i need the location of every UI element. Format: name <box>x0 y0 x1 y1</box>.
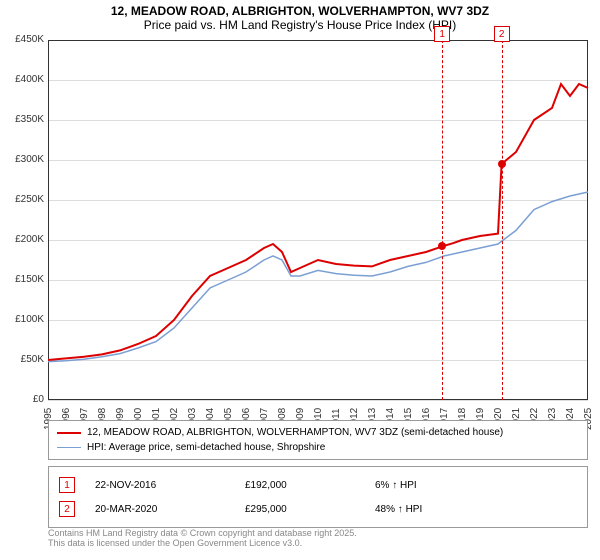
marker-dot-1 <box>438 242 446 250</box>
marker-vline-2 <box>502 40 503 400</box>
series-line-price_paid <box>48 84 588 360</box>
marker-table-price: £192,000 <box>245 480 355 491</box>
legend-swatch-price-paid <box>57 432 81 434</box>
legend: 12, MEADOW ROAD, ALBRIGHTON, WOLVERHAMPT… <box>48 420 588 460</box>
legend-swatch-hpi <box>57 447 81 449</box>
legend-label-hpi: HPI: Average price, semi-detached house,… <box>87 442 325 453</box>
attribution-line2: This data is licensed under the Open Gov… <box>48 538 357 548</box>
marker-dot-2 <box>498 160 506 168</box>
marker-table-row: 1 22-NOV-2016 £192,000 6% ↑ HPI <box>59 473 577 497</box>
attribution-line1: Contains HM Land Registry data © Crown c… <box>48 528 357 538</box>
marker-table: 1 22-NOV-2016 £192,000 6% ↑ HPI 2 20-MAR-2020… <box>48 466 588 528</box>
marker-table-delta: 48% ↑ HPI <box>375 504 422 515</box>
marker-table-delta: 6% ↑ HPI <box>375 480 417 491</box>
marker-table-price: £295,000 <box>245 504 355 515</box>
marker-table-date: 20-MAR-2020 <box>95 504 225 515</box>
marker-box-2: 2 <box>494 26 510 42</box>
legend-item-hpi: HPI: Average price, semi-detached house,… <box>57 440 579 455</box>
series-line-hpi <box>48 192 588 362</box>
legend-item-price-paid: 12, MEADOW ROAD, ALBRIGHTON, WOLVERHAMPT… <box>57 425 579 440</box>
marker-table-date: 22-NOV-2016 <box>95 480 225 491</box>
marker-table-id-box: 2 <box>59 501 75 517</box>
attribution: Contains HM Land Registry data © Crown c… <box>48 528 357 548</box>
legend-label-price-paid: 12, MEADOW ROAD, ALBRIGHTON, WOLVERHAMPT… <box>87 427 503 438</box>
marker-table-id-box: 1 <box>59 477 75 493</box>
marker-box-1: 1 <box>434 26 450 42</box>
marker-table-row: 2 20-MAR-2020 £295,000 48% ↑ HPI <box>59 497 577 521</box>
marker-vline-1 <box>442 40 443 400</box>
